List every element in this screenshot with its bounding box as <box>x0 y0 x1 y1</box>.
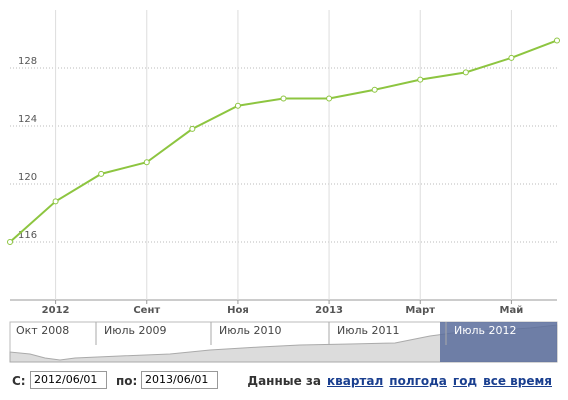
navigator-label: Июль 2009 <box>104 324 167 337</box>
x-tick-label: Ноя <box>227 305 249 316</box>
navigator-label: Июль 2011 <box>337 324 400 337</box>
period-link[interactable]: все время <box>483 374 552 388</box>
point <box>189 125 196 132</box>
navigator-label: Окт 2008 <box>16 324 69 337</box>
y-tick-label: 128 <box>18 56 37 67</box>
point <box>280 95 287 102</box>
period-label: Данные за <box>247 374 321 388</box>
y-tick-label: 124 <box>18 114 37 125</box>
to-label: по: <box>116 374 138 388</box>
point <box>98 170 105 177</box>
point <box>417 76 424 83</box>
point <box>7 239 13 245</box>
x-tick-label: Май <box>500 305 524 316</box>
point <box>371 86 378 93</box>
plot-area <box>10 10 557 300</box>
controls: С: 2012/06/01 по: 2013/06/01 Данные за кв… <box>0 370 568 394</box>
x-tick-label: Сент <box>133 305 160 316</box>
x-tick-label: Март <box>405 305 435 316</box>
x-tick-label: 2012 <box>42 305 70 316</box>
period-link[interactable]: квартал <box>327 374 384 388</box>
y-tick-label: 116 <box>18 230 37 241</box>
point <box>554 37 560 44</box>
period-link[interactable]: год <box>452 374 478 388</box>
y-tick-label: 120 <box>18 172 37 183</box>
point <box>143 159 150 166</box>
navigator-label: Июль 2010 <box>219 324 282 337</box>
point <box>234 102 241 109</box>
period-link[interactable]: полгода <box>389 374 447 388</box>
periods: Данные за квартал полгода год все время <box>247 374 552 388</box>
point <box>462 69 469 76</box>
point <box>52 198 59 205</box>
chart: 116 120 124 128 2012 Сент Ноя 2013 Март Май Окт 20… <box>7 10 560 363</box>
to-input[interactable]: 2013/06/01 <box>141 371 218 389</box>
point <box>326 95 333 102</box>
navigator-selection[interactable] <box>440 322 557 362</box>
point <box>508 54 515 61</box>
x-tick-label: 2013 <box>315 305 343 316</box>
from-input[interactable]: 2012/06/01 <box>30 371 107 389</box>
from-label: С: <box>12 374 26 388</box>
navigator-label: Июль 2012 <box>454 324 517 337</box>
